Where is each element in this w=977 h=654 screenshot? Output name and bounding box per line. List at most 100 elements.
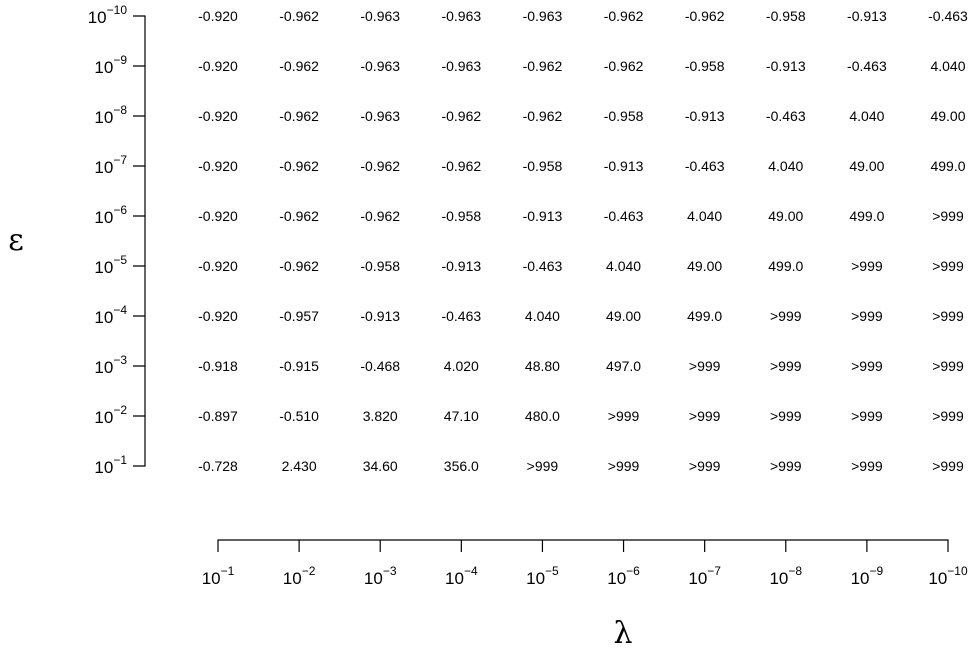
x-axis-title: λ (613, 616, 632, 651)
table-cell: >999 (770, 358, 802, 374)
table-cell: >999 (689, 458, 721, 474)
y-tick-base: 10 (94, 308, 113, 327)
y-axis-line (133, 15, 146, 467)
table-cell: -0.962 (279, 8, 319, 24)
y-tick-exponent: −5 (113, 253, 127, 267)
x-tick-exponent: −4 (464, 564, 478, 578)
y-tick-exponent: −4 (113, 303, 127, 317)
y-tick-exponent: −2 (113, 403, 127, 417)
y-tick-exponent: −6 (113, 203, 127, 217)
table-cell: -0.913 (360, 308, 400, 324)
table-cell: 49.00 (849, 158, 884, 174)
table-cell: -0.958 (523, 158, 563, 174)
table-cell: -0.463 (685, 158, 725, 174)
table-cell: -0.913 (685, 108, 725, 124)
x-tick-base: 10 (851, 569, 870, 588)
table-cell: -0.920 (198, 208, 238, 224)
table-cell: -0.962 (441, 158, 481, 174)
table-cell: -0.463 (523, 258, 563, 274)
table-cell: -0.920 (198, 108, 238, 124)
x-tick-base: 10 (364, 569, 383, 588)
table-cell: 48.80 (525, 358, 560, 374)
y-tick-base: 10 (94, 108, 113, 127)
table-cell: -0.913 (604, 158, 644, 174)
table-cell: 49.00 (606, 308, 641, 324)
y-tick-base: 10 (94, 258, 113, 277)
table-cell: -0.962 (604, 58, 644, 74)
x-tick-base: 10 (688, 569, 707, 588)
table-cell: -0.463 (928, 8, 968, 24)
table-cell: -0.463 (441, 308, 481, 324)
table-cell: -0.920 (198, 258, 238, 274)
table-cell: >999 (932, 208, 964, 224)
y-tick-label: 10−8 (94, 103, 127, 127)
table-cell: -0.728 (198, 458, 238, 474)
table-cell: >999 (851, 408, 883, 424)
table-cell: 499.0 (768, 258, 803, 274)
table-cell: -0.958 (441, 208, 481, 224)
table-cell: -0.963 (441, 8, 481, 24)
y-tick-label: 10−9 (94, 53, 127, 77)
table-cell: 4.040 (606, 258, 641, 274)
table-cell: -0.920 (198, 158, 238, 174)
y-tick-base: 10 (94, 458, 113, 477)
table-cell: 49.00 (768, 208, 803, 224)
x-tick-base: 10 (283, 569, 302, 588)
x-axis-line (217, 539, 949, 552)
table-cell: >999 (527, 458, 559, 474)
y-tick-base: 10 (94, 208, 113, 227)
x-tick-label: 10−10 (928, 564, 968, 588)
y-tick-exponent: −10 (107, 3, 128, 17)
table-cell: 4.040 (768, 158, 803, 174)
table-cell: -0.958 (766, 8, 806, 24)
x-tick-exponent: −8 (788, 564, 802, 578)
x-tick-base: 10 (445, 569, 464, 588)
x-tick-base: 10 (928, 569, 947, 588)
x-tick-exponent: −9 (870, 564, 884, 578)
table-cell: -0.962 (523, 108, 563, 124)
x-tick-label: 10−1 (202, 564, 235, 588)
table-cell: >999 (851, 258, 883, 274)
table-cell: -0.962 (523, 58, 563, 74)
y-tick-label: 10−1 (94, 453, 127, 477)
table-cell: 4.020 (444, 358, 479, 374)
table-cell: -0.962 (279, 158, 319, 174)
table-cell: -0.918 (198, 358, 238, 374)
table-cell: -0.913 (847, 8, 887, 24)
table-cell: 34.60 (363, 458, 398, 474)
x-tick-label: 10−7 (688, 564, 721, 588)
table-cell: >999 (851, 358, 883, 374)
table-cell: -0.963 (441, 58, 481, 74)
table-cell: >999 (932, 458, 964, 474)
y-tick-exponent: −7 (113, 153, 127, 167)
table-cell: -0.963 (360, 8, 400, 24)
table-cell: -0.897 (198, 408, 238, 424)
x-tick-exponent: −10 (947, 564, 968, 578)
x-tick-label: 10−9 (851, 564, 884, 588)
table-cell: 4.040 (849, 108, 884, 124)
table-cell: 2.430 (282, 458, 317, 474)
table-cell: >999 (851, 458, 883, 474)
table-cell: -0.958 (604, 108, 644, 124)
x-tick-exponent: −7 (707, 564, 721, 578)
table-cell: >999 (608, 458, 640, 474)
table-cell: -0.463 (604, 208, 644, 224)
table-cell: >999 (608, 408, 640, 424)
table-cell: >999 (689, 408, 721, 424)
table-cell: -0.958 (360, 258, 400, 274)
x-tick-base: 10 (526, 569, 545, 588)
table-cell: -0.463 (766, 108, 806, 124)
table-cell: 499.0 (849, 208, 884, 224)
table-cell: -0.962 (279, 258, 319, 274)
table-cell: 480.0 (525, 408, 560, 424)
table-cell: -0.510 (279, 408, 319, 424)
table-cell: -0.962 (604, 8, 644, 24)
y-tick-label: 10−2 (94, 403, 127, 427)
x-tick-exponent: −3 (383, 564, 397, 578)
y-tick-label: 10−4 (94, 303, 127, 327)
value-table: -0.920 -0.962 -0.963 -0.963 -0.963 -0.962 -0.9… (198, 8, 968, 474)
x-tick-label: 10−2 (283, 564, 316, 588)
table-cell: >999 (932, 258, 964, 274)
table-cell: -0.920 (198, 308, 238, 324)
